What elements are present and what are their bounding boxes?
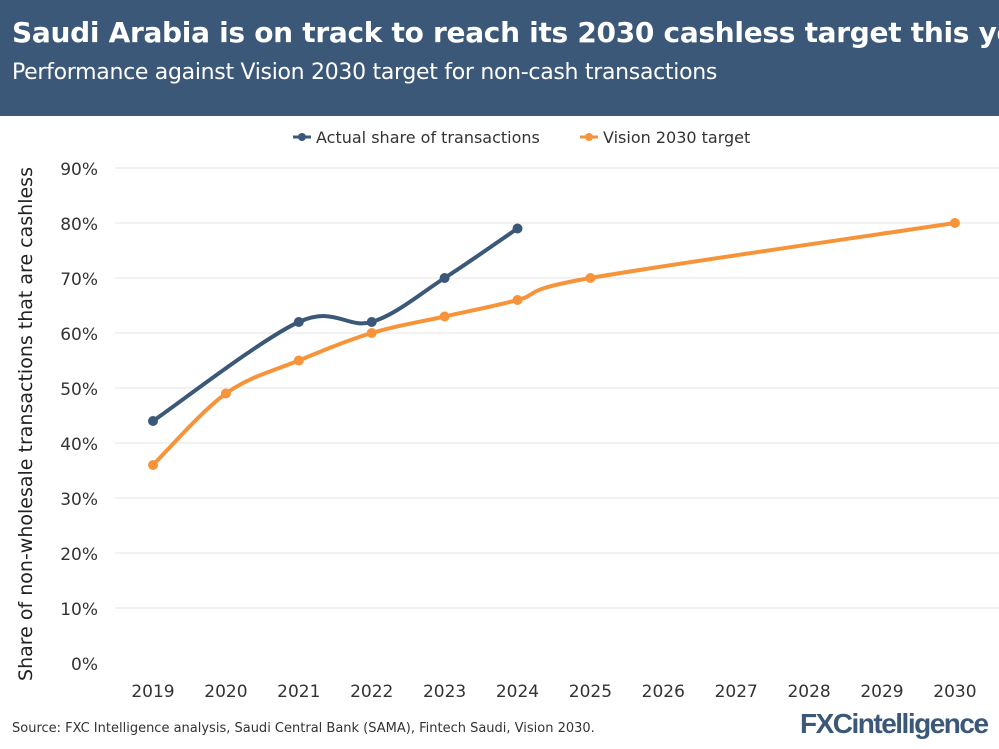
x-tick-label: 2029 <box>860 682 903 702</box>
data-point <box>148 460 158 470</box>
series-line-actual <box>151 226 519 423</box>
y-tick-label: 20% <box>60 545 98 565</box>
legend-label: Actual share of transactions <box>316 128 540 147</box>
y-tick-label: 40% <box>60 435 98 455</box>
chart-subtitle: Performance against Vision 2030 target f… <box>12 60 718 85</box>
y-tick-label: 50% <box>60 380 98 400</box>
data-point <box>439 311 450 322</box>
data-point <box>293 317 304 327</box>
source-note: Source: FXC Intelligence analysis, Saudi… <box>12 721 595 736</box>
data-point <box>949 218 960 228</box>
y-tick-label: 30% <box>60 490 98 510</box>
data-point <box>293 355 304 366</box>
legend-marker <box>585 133 593 141</box>
y-tick-label: 10% <box>60 600 98 620</box>
x-tick-label: 2020 <box>204 682 247 702</box>
series-line-target <box>151 221 956 467</box>
x-tick-label: 2030 <box>933 682 976 702</box>
data-point <box>148 416 158 426</box>
chart-title: Saudi Arabia is on track to reach its 20… <box>12 16 999 49</box>
data-point <box>366 317 377 327</box>
y-tick-label: 0% <box>71 655 98 675</box>
data-point <box>366 328 377 338</box>
x-tick-label: 2027 <box>715 682 758 702</box>
legend-label: Vision 2030 target <box>603 128 750 147</box>
y-tick-label: 70% <box>60 270 98 290</box>
x-tick-label: 2021 <box>277 682 320 702</box>
x-tick-label: 2028 <box>787 682 830 702</box>
y-tick-label: 80% <box>60 215 98 235</box>
y-axis-label: Share of non-wholesale transactions that… <box>15 167 37 681</box>
x-tick-label: 2023 <box>423 682 466 702</box>
data-point <box>439 273 450 283</box>
fxc-logo: FXCintelligence <box>800 708 989 739</box>
y-tick-label: 60% <box>60 325 98 345</box>
data-point <box>585 273 596 283</box>
x-tick-label: 2022 <box>350 682 393 702</box>
x-tick-label: 2024 <box>496 682 539 702</box>
x-tick-label: 2025 <box>569 682 612 702</box>
x-tick-label: 2019 <box>131 682 174 702</box>
data-point <box>512 295 523 305</box>
header: Saudi Arabia is on track to reach its 20… <box>0 0 999 116</box>
data-point <box>220 388 231 399</box>
legend-marker <box>298 133 306 141</box>
data-point <box>512 223 523 234</box>
y-tick-label: 90% <box>60 160 98 180</box>
x-tick-label: 2026 <box>642 682 685 702</box>
